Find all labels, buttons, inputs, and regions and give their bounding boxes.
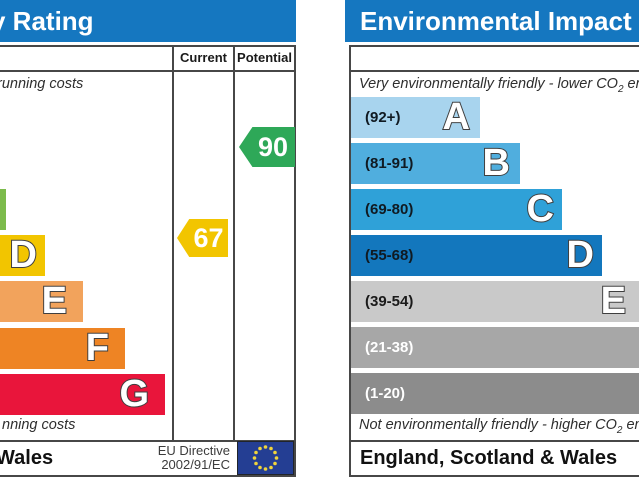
- co2-band-e: (39-54) E: [351, 280, 639, 323]
- potential-rating-arrow: 90: [239, 127, 295, 167]
- co2-chart-title: Environmental Impact (CO2) Rating: [360, 0, 639, 53]
- co2-bottom-note: Not environmentally friendly - higher CO…: [359, 417, 639, 436]
- co2-bottom-note-suffix: emissions: [626, 417, 639, 433]
- energy-band-f-letter: F: [85, 327, 110, 370]
- co2-band-g: (1-20) G: [351, 373, 639, 414]
- co2-top-note-prefix: Very environmentally friendly - lower CO: [359, 76, 618, 92]
- eu-directive-line1: EU Directive: [157, 443, 230, 458]
- energy-band-g-letter: G: [118, 373, 150, 416]
- current-rating-arrow: 67: [177, 219, 228, 257]
- co2-band-a-letter: A: [442, 96, 471, 139]
- energy-band-g: G: [0, 373, 165, 416]
- eu-directive-line2: 2002/91/EC: [161, 457, 230, 472]
- co2-header-underline: [349, 70, 639, 72]
- co2-band-b-letter: B: [482, 142, 511, 185]
- current-column-header: Current: [180, 50, 227, 65]
- co2-chart-title-bar: Environmental Impact (CO2) Rating: [345, 0, 639, 42]
- co2-band-f-range: (21-38): [365, 339, 414, 356]
- co2-band-a-range: (92+): [365, 109, 401, 126]
- co2-top-note: Very environmentally friendly - lower CO…: [359, 76, 639, 95]
- energy-potential-column-divider: [233, 45, 235, 440]
- co2-bottom-note-subscript: 2: [616, 424, 623, 436]
- eu-flag-icon: [237, 441, 294, 475]
- co2-band-d-range: (55-68): [365, 247, 414, 264]
- co2-band-g-range: (1-20): [365, 385, 406, 402]
- energy-header-underline: [0, 70, 296, 72]
- co2-band-d: (55-68) D: [351, 234, 602, 277]
- co2-footer-border: [349, 440, 639, 477]
- co2-rating-chart: Environmental Impact (CO2) Rating Very e…: [345, 0, 639, 480]
- energy-band-f: F: [0, 327, 125, 370]
- potential-rating-value: 90: [257, 131, 289, 162]
- co2-band-f: (21-38) F: [351, 327, 639, 368]
- energy-band-d-letter: D: [9, 234, 38, 277]
- co2-band-b: (81-91) B: [351, 142, 520, 185]
- energy-bottom-note: nning costs: [2, 417, 76, 433]
- eu-directive-label: EU Directive 2002/91/EC: [120, 444, 230, 472]
- energy-chart-title-bar: y Rating: [0, 0, 296, 42]
- energy-current-column-divider: [172, 45, 174, 440]
- co2-band-d-letter: D: [566, 234, 595, 277]
- energy-top-note: running costs: [0, 76, 84, 92]
- co2-band-a: (92+) A: [351, 96, 480, 139]
- eu-flag-stars: [252, 445, 279, 471]
- co2-bottom-note-prefix: Not environmentally friendly - higher CO: [359, 417, 617, 433]
- energy-band-e-letter: E: [41, 280, 68, 323]
- co2-band-b-range: (81-91): [365, 155, 414, 172]
- co2-band-c-letter: C: [526, 188, 555, 231]
- co2-band-e-range: (39-54): [365, 293, 414, 310]
- energy-chart-title: y Rating: [0, 6, 94, 36]
- co2-title-prefix: Environmental Impact (CO: [360, 6, 639, 36]
- energy-rating-chart: y Rating Current Potential running costs…: [0, 0, 296, 480]
- co2-footer-region: England, Scotland & Wales: [360, 447, 618, 469]
- energy-band-e: E: [0, 280, 83, 323]
- energy-band-d: D: [0, 234, 45, 277]
- co2-top-note-suffix: emissions: [627, 76, 639, 92]
- co2-top-note-subscript: 2: [617, 83, 624, 95]
- potential-column-header: Potential: [237, 50, 292, 65]
- co2-band-c: (69-80) C: [351, 188, 562, 231]
- energy-band-c: [0, 189, 6, 230]
- current-rating-value: 67: [193, 222, 224, 253]
- energy-footer-region: Wales: [0, 447, 54, 469]
- co2-band-e-letter: E: [600, 280, 627, 323]
- co2-band-c-range: (69-80): [365, 201, 414, 218]
